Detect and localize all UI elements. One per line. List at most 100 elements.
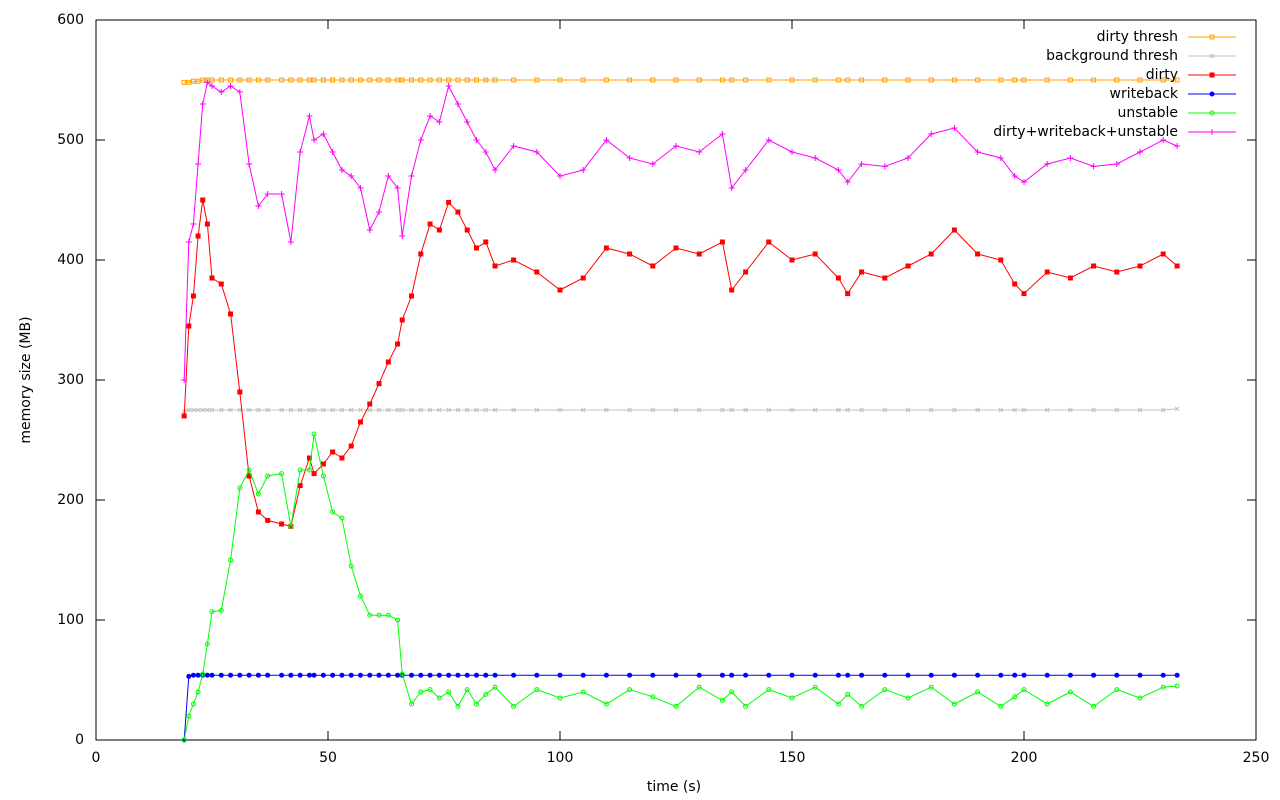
data-point (186, 79, 192, 85)
data-point (882, 687, 888, 693)
data-point (951, 701, 957, 707)
data-point (297, 77, 303, 83)
data-point (719, 131, 726, 137)
data-point (998, 257, 1004, 263)
data-point (1012, 672, 1018, 678)
data-point (743, 407, 748, 413)
data-point (306, 455, 312, 461)
data-point (603, 245, 609, 251)
data-point (882, 407, 888, 413)
data-point (812, 407, 818, 413)
data-point (905, 263, 911, 269)
legend-label: writeback (1110, 86, 1179, 102)
data-point (279, 672, 285, 678)
data-point (339, 515, 345, 521)
data-point (228, 672, 234, 678)
data-point (209, 609, 215, 615)
data-point (436, 77, 442, 83)
data-point (928, 251, 934, 257)
data-point (743, 269, 749, 275)
data-point (279, 471, 285, 477)
data-point (306, 467, 312, 473)
data-point (719, 672, 725, 678)
data-point (975, 672, 981, 678)
data-point (366, 227, 373, 233)
data-point (186, 323, 192, 329)
data-point (204, 79, 211, 86)
data-point (446, 199, 452, 205)
data-point (696, 77, 702, 83)
data-point (306, 77, 312, 83)
data-point (881, 163, 888, 170)
data-point (627, 672, 633, 678)
data-point (288, 407, 294, 413)
data-point (330, 407, 335, 413)
data-point (348, 77, 354, 83)
data-point (882, 77, 888, 83)
data-point (844, 179, 851, 185)
data-point (436, 672, 442, 678)
data-point (627, 407, 632, 413)
data-point (455, 209, 461, 215)
data-point (789, 695, 795, 701)
legend-marker (1209, 91, 1215, 97)
data-point (339, 455, 345, 461)
legend-marker (1209, 72, 1215, 78)
data-point (534, 407, 540, 413)
data-point (455, 703, 461, 709)
data-point (492, 672, 498, 678)
data-point (882, 672, 888, 678)
data-point (1012, 77, 1018, 83)
data-point (279, 77, 285, 83)
data-point (1091, 407, 1096, 413)
data-point (376, 672, 382, 678)
data-point (812, 672, 818, 678)
data-point (385, 359, 391, 365)
data-point (975, 689, 981, 695)
data-point (311, 407, 317, 413)
data-point (228, 557, 234, 563)
data-point (1021, 672, 1027, 678)
data-point (288, 672, 294, 678)
data-point (650, 263, 656, 269)
data-point (279, 407, 284, 413)
data-point (1067, 672, 1073, 678)
data-point (320, 131, 327, 137)
data-point (492, 167, 499, 173)
data-point (190, 672, 196, 678)
data-point (557, 287, 563, 293)
data-point (186, 713, 192, 719)
data-point (320, 461, 326, 467)
data-point (483, 239, 489, 245)
data-point (1114, 407, 1120, 413)
y-axis-label: memory size (MB) (18, 316, 34, 443)
data-point (204, 672, 210, 678)
data-point (557, 695, 563, 701)
y-tick-label: 600 (57, 12, 84, 28)
data-point (534, 687, 540, 693)
data-point (307, 407, 312, 413)
data-point (311, 137, 318, 143)
data-point (580, 407, 586, 413)
data-point (473, 672, 479, 678)
series-line (183, 433, 1178, 741)
data-point (227, 83, 234, 89)
data-point (195, 233, 201, 239)
data-point (288, 523, 294, 529)
data-point (673, 143, 679, 149)
data-point (696, 407, 702, 413)
data-point (311, 77, 317, 83)
data-point (320, 77, 326, 83)
data-point (399, 317, 405, 323)
data-point (1021, 77, 1027, 83)
data-point (673, 407, 679, 413)
data-point (1160, 407, 1166, 413)
y-tick-label: 200 (57, 492, 84, 508)
data-point (409, 293, 415, 299)
data-point (246, 407, 252, 413)
data-point (1174, 683, 1180, 689)
data-point (696, 251, 702, 257)
data-point (205, 407, 210, 413)
data-point (237, 389, 243, 395)
data-point (835, 275, 841, 281)
